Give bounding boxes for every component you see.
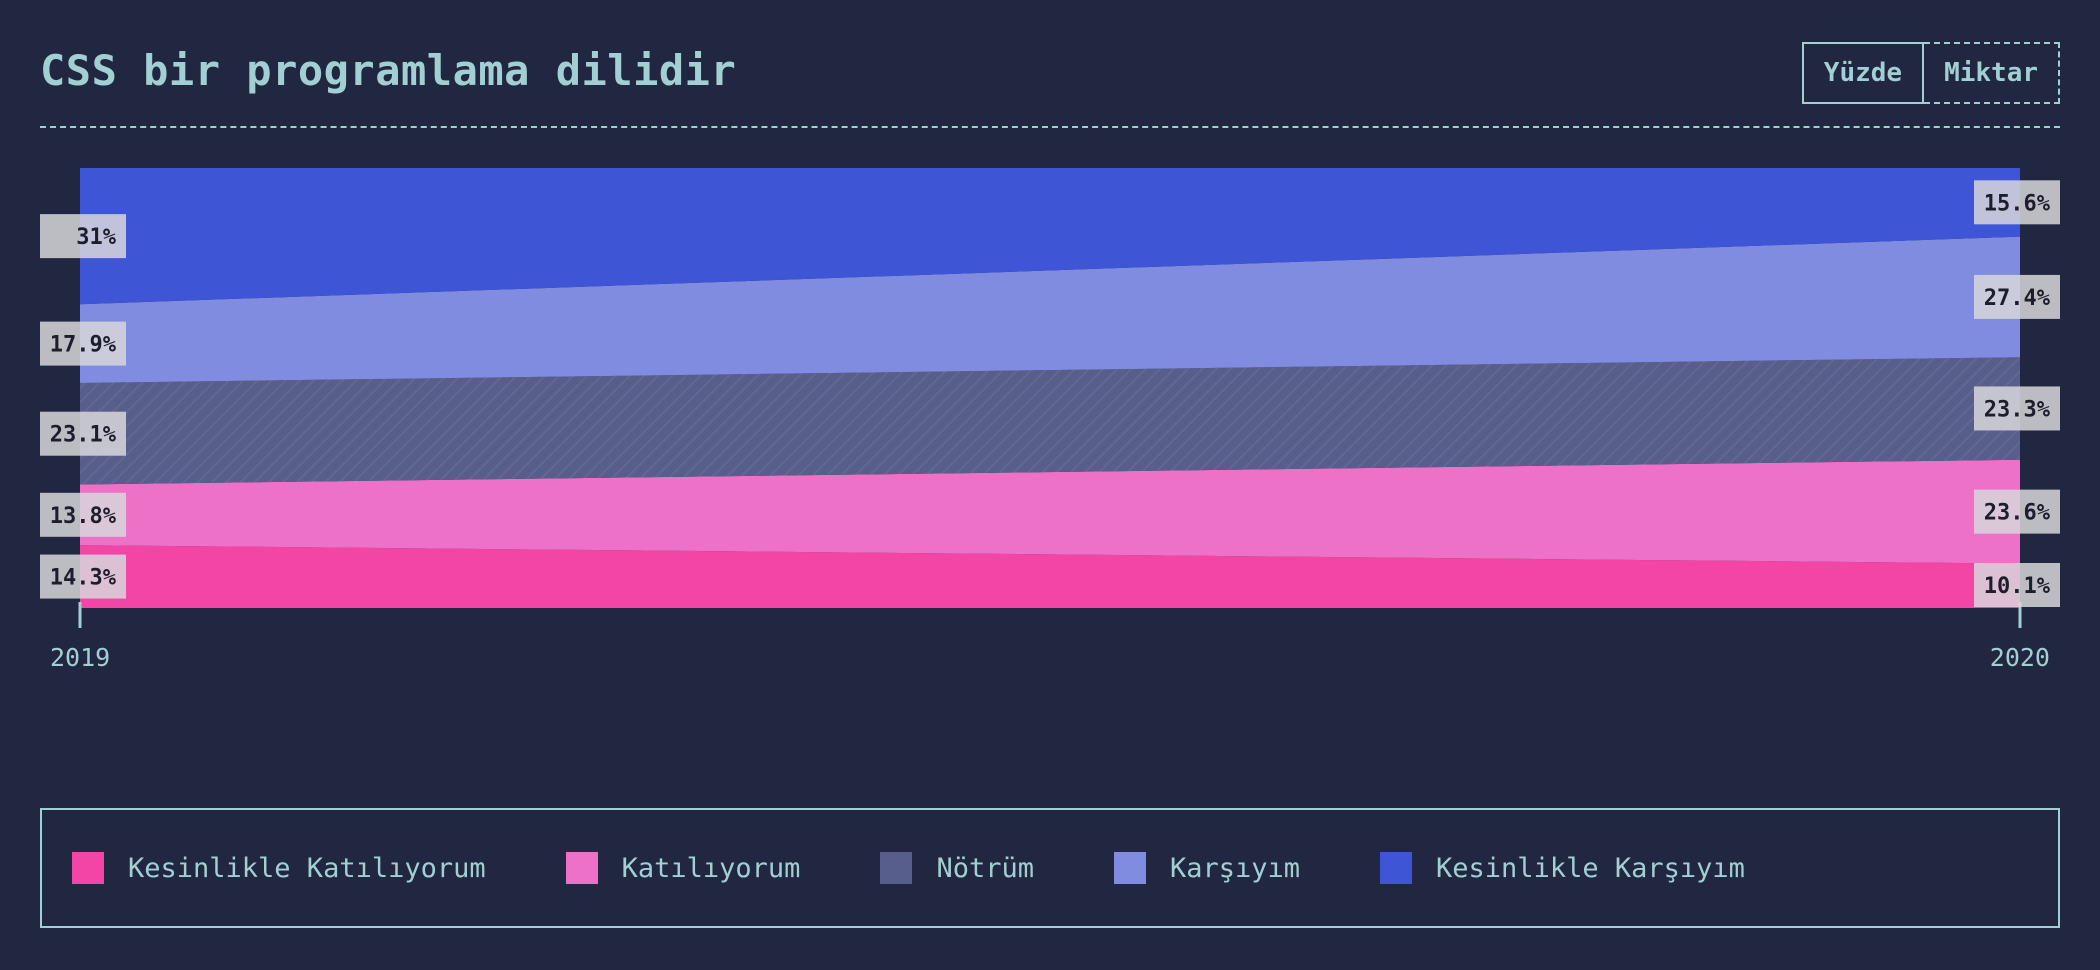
x-tick-label-2019: 2019 — [50, 643, 110, 672]
value-label-text: 17.9% — [50, 333, 117, 358]
value-labels: 14.3% 13.8% 23.1% 17.9% 31% 10.1% 23.6% 23.3% 27… — [40, 180, 2060, 607]
value-label-2019-3: 17.9% — [40, 321, 126, 366]
legend-label: Kesinlikle Karşıyım — [1436, 852, 1745, 884]
value-label-2019-0: 14.3% — [40, 554, 126, 599]
value-label-text: 13.8% — [50, 504, 117, 529]
area-layers — [80, 168, 2020, 608]
value-label-box — [1974, 489, 2060, 534]
page-title: CSS bir programlama dilidir — [40, 46, 737, 95]
value-label-text: 23.3% — [1984, 397, 2051, 422]
value-label-2020-2: 23.3% — [1974, 386, 2060, 431]
value-label-text: 15.6% — [1984, 191, 2051, 216]
value-label-text: 23.6% — [1984, 501, 2051, 526]
count-toggle-button[interactable]: Miktar — [1924, 42, 2060, 104]
legend-swatch — [1113, 852, 1146, 884]
value-label-2020-1: 23.6% — [1974, 489, 2060, 534]
value-label-text: 23.1% — [50, 423, 117, 448]
legend-swatch — [565, 852, 598, 884]
legend-label: Kesinlikle Katılıyorum — [128, 852, 486, 884]
title-divider — [40, 126, 2060, 128]
legend-item-kat-l-yorum[interactable]: Katılıyorum — [565, 852, 801, 884]
area-kar-y-m — [80, 236, 2020, 383]
area-n-tr-m — [80, 357, 2020, 485]
value-label-box — [40, 321, 126, 366]
value-label-text: 27.4% — [1984, 286, 2051, 311]
legend-swatch — [72, 852, 104, 884]
value-label-2020-3: 27.4% — [1974, 274, 2060, 319]
legend-swatch — [1380, 852, 1413, 884]
value-label-box — [1974, 563, 2060, 607]
legend-swatch — [880, 852, 913, 884]
value-label-2019-4: 31% — [40, 214, 126, 259]
legend-item-kesinlikle-kar-y-m[interactable]: Kesinlikle Karşıyım — [1380, 852, 1745, 884]
value-label-box — [1974, 180, 2060, 225]
legend-item-kar-y-m[interactable]: Karşıyım — [1113, 852, 1301, 884]
legend-item-n-tr-m[interactable]: Nötrüm — [880, 852, 1034, 884]
x-axis: 2019 2020 — [50, 602, 2050, 672]
stacked-area-chart: 2019 2020 14.3% 13.8% 23.1% 17.9% 31% 10.1% 23.… — [40, 168, 2060, 672]
legend-item-kesinlikle-kat-l-yorum[interactable]: Kesinlikle Katılıyorum — [72, 852, 486, 884]
value-label-box — [40, 492, 126, 537]
value-label-2020-0: 10.1% — [1974, 563, 2060, 607]
value-label-box — [40, 214, 126, 259]
percent-toggle-button[interactable]: Yüzde — [1801, 42, 1925, 104]
legend: Kesinlikle Katılıyorum Katılıyorum Nötrüm K… — [40, 808, 2060, 928]
area-kesinlikle-kar-y-m — [80, 168, 2020, 305]
legend-label: Katılıyorum — [621, 852, 801, 884]
value-label-2019-1: 13.8% — [40, 492, 126, 537]
value-label-box — [40, 411, 126, 456]
value-label-box — [1974, 386, 2060, 431]
area-kat-l-yorum — [80, 459, 2020, 564]
value-label-box — [1974, 274, 2060, 319]
value-label-2020-4: 15.6% — [1974, 180, 2060, 225]
value-label-box — [40, 554, 126, 599]
area-kesinlikle-kat-l-yorum — [80, 545, 2020, 608]
value-label-text: 14.3% — [50, 566, 117, 591]
x-tick-label-2020: 2020 — [1990, 643, 2050, 672]
legend-label: Nötrüm — [936, 852, 1034, 884]
value-label-2019-2: 23.1% — [40, 411, 126, 456]
unit-toggle: Yüzde Miktar — [1801, 42, 2060, 104]
value-label-text: 31% — [76, 225, 116, 250]
value-label-text: 10.1% — [1984, 574, 2051, 599]
legend-label: Karşıyım — [1169, 852, 1301, 884]
